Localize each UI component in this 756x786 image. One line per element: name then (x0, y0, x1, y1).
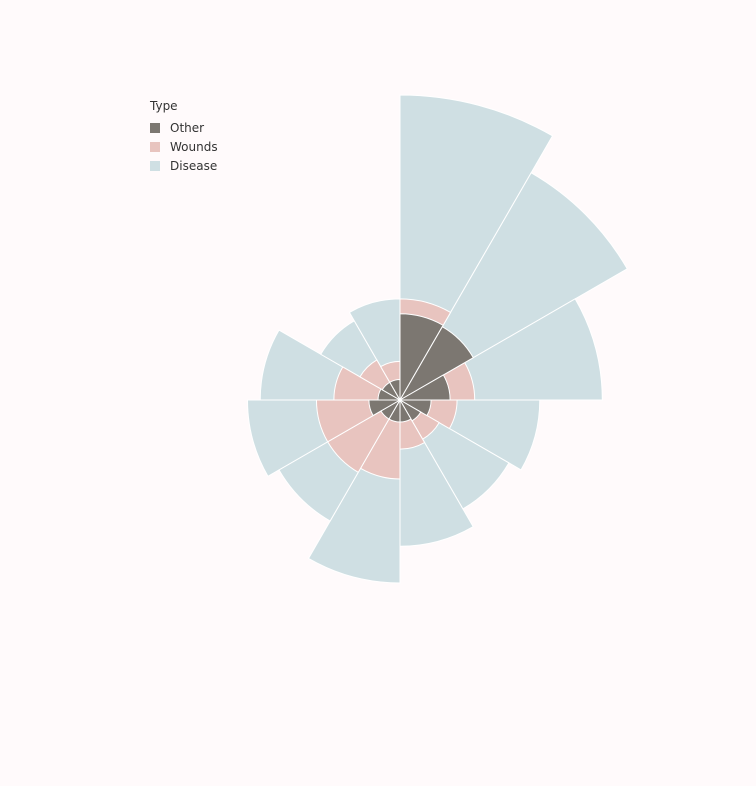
wedge-other-3 (398, 374, 451, 401)
legend-swatch-other (150, 122, 160, 133)
legend: Type Other Wounds Disease (150, 99, 218, 175)
wedge-other-2 (398, 326, 474, 402)
legend-label-wounds: Wounds (170, 139, 218, 154)
wedge-other-4 (398, 399, 432, 417)
legend-swatch-disease (150, 160, 160, 171)
wedge-other-9 (368, 399, 402, 417)
legend-label-disease: Disease (170, 158, 218, 173)
legend-title: Type (150, 99, 178, 113)
wedge-other-5 (398, 398, 422, 422)
wedge-other-12 (389, 379, 401, 402)
legend-swatch-wounds (150, 141, 160, 152)
legend-item-other: Other (150, 118, 218, 137)
legend-item-wounds: Wounds (150, 137, 218, 156)
series-other (368, 313, 474, 423)
legend-label-other: Other (170, 120, 205, 135)
legend-item-disease: Disease (150, 156, 218, 175)
wedge-other-1 (399, 313, 444, 402)
